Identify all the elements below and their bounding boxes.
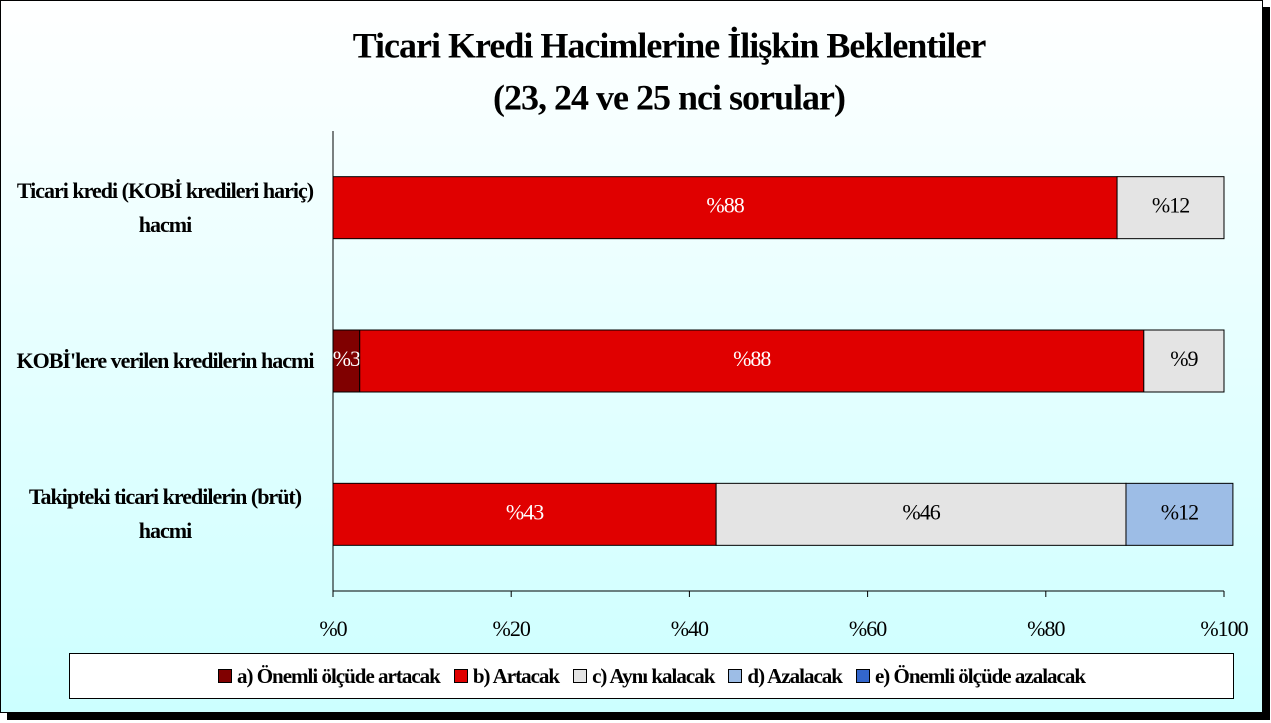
value-label: %9 — [1170, 346, 1198, 371]
legend-item: c) Aynı kalacak — [573, 663, 715, 689]
bar-segment — [1116, 176, 1225, 240]
x-tick-label: %0 — [319, 616, 347, 641]
value-label: %12 — [1152, 193, 1189, 218]
x-tick-label: %40 — [671, 616, 709, 641]
x-tick-label: %60 — [849, 616, 887, 641]
legend: a) Önemli ölçüde artacak b) Artacak c) Ayn… — [69, 653, 1234, 699]
bar-segment — [332, 329, 361, 393]
chart-subtitle: (23, 24 ve 25 nci sorular) — [493, 77, 845, 117]
legend-swatch — [453, 669, 468, 683]
bar-segment — [715, 482, 1127, 546]
legend-item: e) Önemli ölçüde azalacak — [855, 663, 1086, 689]
value-label: %88 — [733, 346, 771, 371]
category-label: KOBİ'lere verilen kredilerin hacmi — [16, 348, 315, 373]
legend-swatch — [728, 669, 743, 683]
bar-segment — [1143, 329, 1225, 393]
category-label: Takipteki ticari kredilerin (brüt) hacmi — [28, 484, 302, 544]
legend-item: a) Önemli ölçüde artacak — [217, 663, 441, 689]
legend-swatch — [855, 669, 870, 683]
bar-segment — [359, 329, 1145, 393]
chart-frame: Ticari Kredi Hacimlerine İlişkin Beklent… — [0, 0, 1263, 713]
legend-item: d) Azalacak — [728, 663, 843, 689]
x-tick-label: %20 — [493, 616, 531, 641]
value-label: %3 — [333, 346, 361, 371]
legend-label: b) Artacak — [472, 663, 560, 688]
bar-segment — [332, 176, 1118, 240]
value-label: %88 — [706, 193, 744, 218]
x-tick-label: %80 — [1027, 616, 1065, 641]
legend-label: d) Azalacak — [747, 663, 843, 688]
value-label: %43 — [506, 499, 544, 524]
value-label: %12 — [1161, 499, 1198, 524]
legend-swatch — [217, 669, 232, 683]
category-label: Ticari kredi (KOBİ kredileri hariç) hacm… — [16, 177, 314, 237]
bar-segment — [1125, 482, 1234, 546]
legend-label: e) Önemli ölçüde azalacak — [874, 663, 1086, 688]
bar-segment — [332, 482, 717, 546]
legend-item: b) Artacak — [453, 663, 560, 689]
value-label: %46 — [902, 499, 940, 524]
legend-label: c) Aynı kalacak — [592, 663, 715, 688]
x-tick-label: %100 — [1200, 616, 1248, 641]
legend-label: a) Önemli ölçüde artacak — [236, 663, 441, 688]
chart-title: Ticari Kredi Hacimlerine İlişkin Beklent… — [353, 25, 987, 65]
legend-swatch — [573, 669, 588, 683]
